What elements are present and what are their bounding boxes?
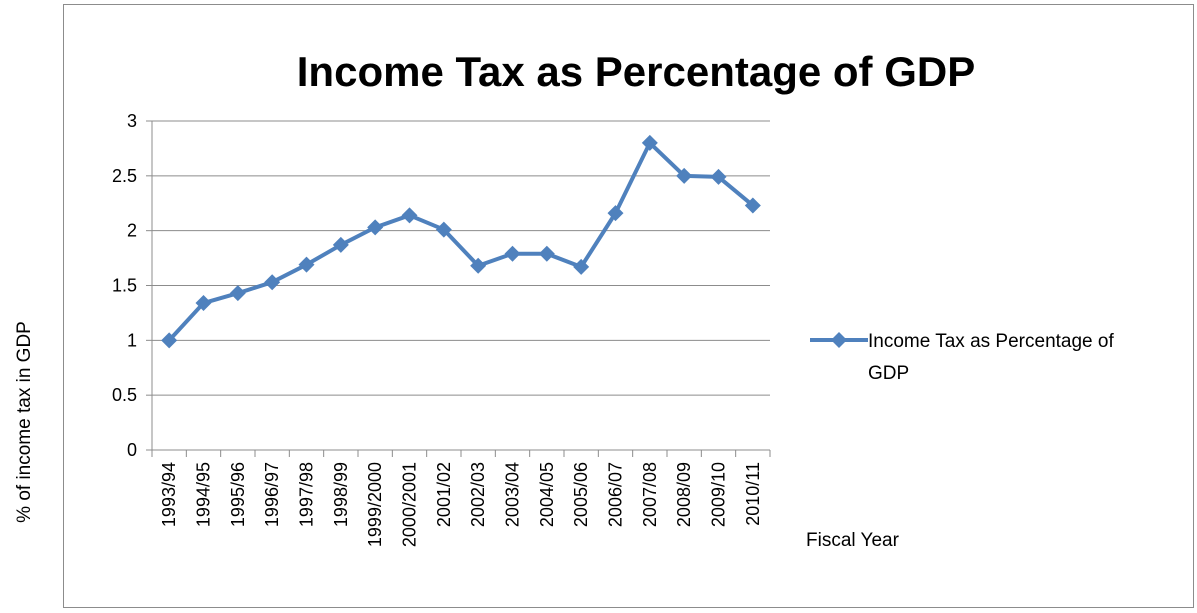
x-tick-label: 2003/04 — [503, 462, 523, 527]
x-tick-label: 2008/09 — [674, 462, 694, 527]
x-tick-label: 1996/97 — [262, 462, 282, 527]
x-tick-label: 2010/11 — [743, 462, 763, 526]
data-point-marker — [229, 285, 246, 302]
x-axis-label: Fiscal Year — [806, 530, 900, 551]
chart-title: Income Tax as Percentage of GDP — [297, 48, 975, 95]
data-point-marker — [607, 205, 624, 222]
legend-label: GDP — [868, 363, 909, 384]
x-tick-label: 1998/99 — [331, 462, 351, 527]
y-tick-label: 2.5 — [112, 166, 137, 186]
y-tick-label: 1.5 — [112, 276, 137, 296]
data-point-marker — [744, 197, 761, 214]
series-line — [167, 140, 755, 342]
data-point-marker — [641, 134, 658, 151]
y-axis-ticks: 0 0.5 1 1.5 2 2.5 3 — [112, 111, 152, 460]
data-point-marker — [504, 245, 521, 262]
data-point-marker — [332, 236, 349, 253]
data-point-marker — [195, 295, 212, 312]
x-tick-label: 1995/96 — [228, 462, 248, 527]
x-tick-label: 2007/08 — [640, 462, 660, 527]
data-point-marker — [435, 221, 452, 238]
data-point-marker — [710, 168, 727, 185]
x-tick-label: 1994/95 — [194, 462, 214, 527]
data-point-marker — [298, 256, 315, 273]
x-tick-label: 2000/2001 — [400, 462, 420, 547]
legend: Income Tax as Percentage of GDP — [810, 331, 1114, 384]
y-tick-label: 1 — [127, 330, 137, 350]
y-tick-label: 3 — [127, 111, 137, 131]
x-tick-label: 2005/06 — [571, 462, 591, 527]
legend-marker — [831, 332, 847, 348]
x-axis: 1993/94 1994/95 1995/96 1996/97 1997/98 1998/… — [151, 121, 771, 547]
y-tick-label: 0.5 — [112, 385, 137, 405]
x-tick-label: 1993/94 — [159, 462, 179, 527]
x-tick-label: 2004/05 — [537, 462, 557, 527]
legend-label: Income Tax as Percentage of — [868, 331, 1114, 352]
gridlines — [152, 120, 770, 396]
chart-frame — [63, 4, 1194, 608]
series-layer — [161, 134, 761, 349]
data-point-marker — [538, 245, 555, 262]
data-point-marker — [264, 274, 281, 291]
y-axis-label: % of income tax in GDP — [14, 321, 35, 523]
y-tick-label: 0 — [127, 440, 137, 460]
x-tick-label: 2001/02 — [434, 462, 454, 527]
x-tick-label: 1999/2000 — [365, 462, 385, 547]
x-tick-label: 1997/98 — [297, 462, 317, 527]
x-tick-label: 2006/07 — [606, 462, 626, 527]
data-point-marker — [161, 332, 178, 349]
data-point-marker — [573, 258, 590, 275]
data-point-marker — [367, 219, 384, 236]
data-point-marker — [470, 257, 487, 274]
data-point-marker — [401, 207, 418, 224]
x-tick-label: 2009/10 — [709, 462, 729, 527]
x-tick-label: 2002/03 — [468, 462, 488, 527]
data-point-marker — [676, 167, 693, 184]
y-tick-label: 2 — [127, 221, 137, 241]
